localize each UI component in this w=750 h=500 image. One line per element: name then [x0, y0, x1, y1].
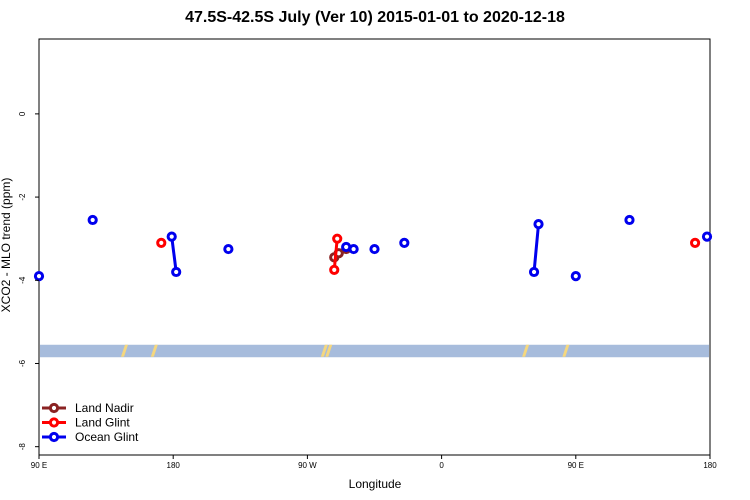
x-axis-label: Longitude — [349, 477, 402, 491]
y-axis: 0 -2 -4 -6 -8 — [18, 111, 39, 450]
ocean-glint-point — [223, 243, 234, 255]
ocean-glint-point — [87, 214, 98, 226]
series-layer — [33, 214, 713, 282]
x-axis: 90 E 180 90 W 0 90 E 180 — [31, 455, 717, 470]
ocean-glint-line — [170, 236, 178, 273]
ocean-glint-line — [532, 223, 541, 273]
ocean-glint-point — [348, 243, 359, 255]
land-patch-layer — [120, 344, 570, 357]
ocean-glint-point — [533, 219, 544, 230]
land-band — [40, 344, 709, 358]
ocean-glint-point — [701, 231, 713, 242]
legend-swatch-marker — [48, 431, 60, 443]
land-patch — [325, 344, 333, 357]
legend-swatch-marker — [48, 402, 60, 414]
ocean-glint-point — [33, 271, 45, 282]
ocean-glint-point — [570, 271, 581, 282]
x-tick-label: 90 E — [568, 461, 584, 470]
y-tick-label: -4 — [18, 276, 27, 284]
land-glint-point — [329, 264, 340, 275]
land-patch — [150, 344, 158, 357]
y-tick-label: -6 — [18, 359, 27, 367]
series-ocean-glint — [33, 214, 713, 282]
legend-label: Land Nadir — [75, 401, 134, 415]
land-patch — [562, 344, 570, 357]
y-tick-label: -8 — [18, 443, 27, 451]
ocean-glint-point — [369, 243, 380, 255]
y-tick-label: -2 — [18, 193, 27, 201]
ocean-glint-point — [399, 237, 410, 248]
ocean-glint-point — [166, 231, 177, 242]
land-patch — [320, 344, 328, 357]
legend-swatch-marker — [48, 417, 60, 428]
plot-frame — [38, 38, 711, 456]
x-tick-label: 180 — [167, 461, 181, 470]
ocean-glint-point — [171, 266, 182, 278]
land-band-layer — [40, 344, 709, 358]
land-glint-point — [689, 237, 701, 248]
y-tick-label: 0 — [18, 111, 27, 116]
land-patch — [120, 344, 128, 357]
land-glint-point — [156, 237, 167, 248]
legend-item-land-nadir: Land Nadir — [42, 401, 134, 415]
ocean-glint-point — [528, 266, 540, 278]
x-tick-label: 90 E — [31, 461, 47, 470]
land-patch — [522, 344, 530, 357]
x-tick-label: 0 — [439, 461, 444, 470]
legend-label: Land Glint — [75, 416, 130, 430]
legend-item-ocean-glint: Ocean Glint — [42, 430, 139, 444]
land-glint-line — [332, 238, 339, 271]
chart-title: 47.5S-42.5S July (Ver 10) 2015-01-01 to … — [185, 9, 565, 26]
ocean-glint-point — [624, 214, 635, 226]
series-land-glint — [156, 233, 701, 275]
y-axis-label: XCO2 - MLO trend (ppm) — [0, 178, 13, 313]
x-tick-label: 180 — [703, 461, 717, 470]
legend-label: Ocean Glint — [75, 430, 139, 444]
x-tick-label: 90 W — [298, 461, 317, 470]
land-glint-point — [332, 233, 343, 244]
legend-item-land-glint: Land Glint — [42, 416, 130, 430]
